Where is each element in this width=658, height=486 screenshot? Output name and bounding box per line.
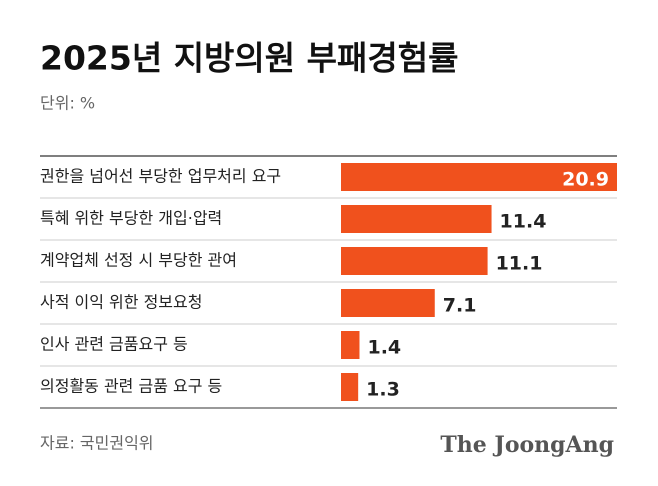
value-label: 7.1 — [443, 295, 477, 317]
value-label: 11.4 — [500, 211, 547, 233]
category-label: 사적 이익 위한 정보요청 — [40, 293, 202, 312]
bar — [341, 163, 617, 191]
category-label: 계약업체 선정 시 부당한 관여 — [40, 251, 237, 270]
value-label: 11.1 — [496, 253, 543, 275]
brand-logo: The JoongAng — [440, 432, 614, 458]
category-label: 특혜 위한 부당한 개입·압력 — [40, 209, 222, 228]
chart-title: 2025년 지방의원 부패경험률 — [40, 39, 458, 78]
bar — [341, 331, 360, 359]
bar — [341, 247, 488, 275]
value-label: 1.3 — [366, 379, 400, 401]
category-label: 권한을 넘어선 부당한 업무처리 요구 — [40, 167, 281, 186]
category-label: 인사 관련 금품요구 등 — [40, 335, 188, 354]
source: 자료: 국민권익위 — [40, 434, 154, 453]
value-label: 1.4 — [367, 337, 401, 359]
value-label: 20.9 — [562, 169, 609, 191]
unit-label: 단위: % — [40, 94, 95, 113]
bar — [341, 289, 435, 317]
category-label: 의정활동 관련 금품 요구 등 — [40, 377, 222, 396]
bar — [341, 373, 359, 401]
bar — [341, 205, 492, 233]
